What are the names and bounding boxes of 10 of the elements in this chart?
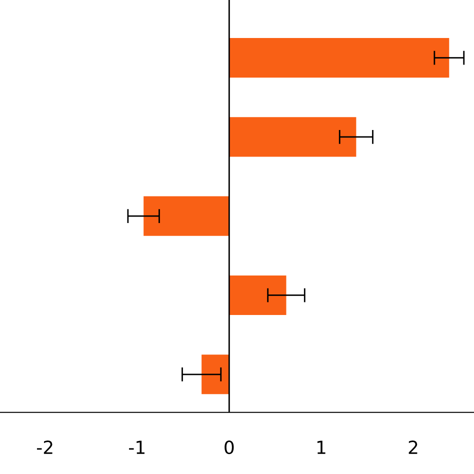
x-tick-label: 2 — [408, 440, 418, 454]
x-tick-label: -2 — [36, 440, 52, 454]
bar — [229, 38, 450, 78]
x-tick-label: -1 — [129, 440, 144, 454]
bar — [229, 275, 286, 316]
bar — [144, 196, 230, 236]
bar — [229, 117, 356, 157]
x-tick-label: 1 — [317, 440, 326, 454]
x-tick-label: 0 — [224, 440, 234, 454]
bar — [202, 354, 230, 394]
